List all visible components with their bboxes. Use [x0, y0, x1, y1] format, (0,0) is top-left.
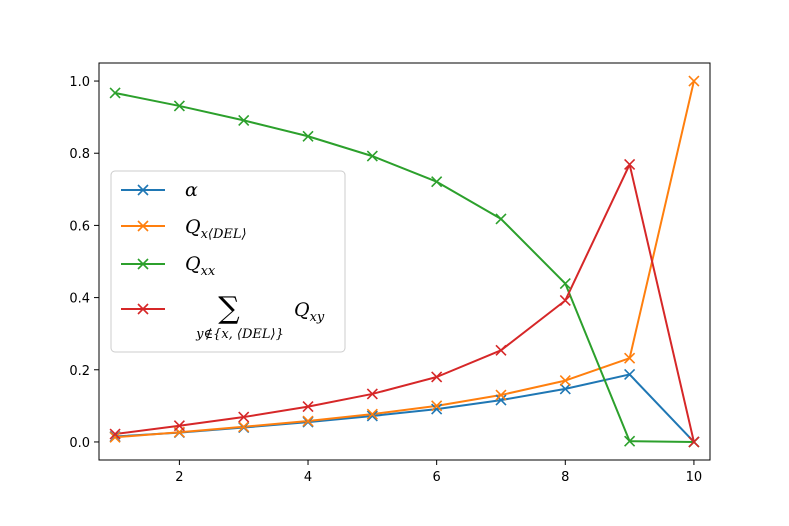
legend-entry-q-xx: Qxx — [121, 253, 216, 279]
series-line-q-xx — [114, 91, 694, 443]
y-tick-label: 0.2 — [69, 364, 90, 379]
legend-entry-q-x-del: Qx⟨DEL⟩ — [121, 216, 247, 242]
legend-entry-alpha: α — [121, 179, 198, 201]
x-tick-label: 8 — [561, 470, 569, 485]
series-line-q-x-del — [115, 80, 695, 439]
legend-label-q-xx: Qxx — [185, 253, 216, 279]
data-point-sum-q-xy-2 — [173, 420, 185, 432]
plot-area — [109, 75, 700, 448]
data-point-q-x-del-3 — [238, 421, 250, 433]
series-line-sum-q-xy — [114, 163, 695, 443]
data-point-q-x-del-9 — [624, 352, 636, 364]
data-point-q-xx-1 — [109, 87, 121, 99]
data-point-q-x-del-5 — [366, 408, 378, 420]
x-tick-label: 2 — [175, 470, 183, 485]
data-point-q-xx-2 — [173, 100, 185, 112]
x-tick-label: 4 — [304, 470, 312, 485]
data-point-sum-q-xy-5 — [366, 388, 378, 400]
x-axis: 2 4 6 8 10 — [175, 460, 702, 485]
x-tick-label: 10 — [686, 470, 703, 485]
data-point-q-xx-9 — [624, 435, 636, 447]
data-point-alpha-7 — [495, 394, 507, 406]
data-point-q-xx-4 — [302, 130, 314, 142]
legend-marker-q-xx — [137, 258, 149, 270]
y-tick-label: 0.8 — [69, 147, 90, 162]
data-point-alpha-8 — [559, 383, 571, 395]
data-point-sum-q-xy-3 — [238, 411, 250, 423]
data-point-sum-q-xy-4 — [302, 401, 314, 413]
data-point-sum-q-xy-8 — [559, 294, 571, 307]
data-point-q-x-del-7 — [495, 389, 507, 401]
legend-box — [110, 170, 346, 353]
data-point-q-xx-3 — [238, 114, 250, 126]
data-point-q-x-del-6 — [431, 400, 443, 412]
data-point-q-x-del-1 — [109, 431, 121, 443]
data-point-alpha-5 — [366, 410, 378, 422]
legend-label-q-x-del: Qx⟨DEL⟩ — [185, 216, 247, 242]
y-tick-label: 0.6 — [69, 219, 90, 234]
legend-label-sum-q-xy: Qxy — [294, 299, 325, 325]
data-point-q-xx-8 — [559, 277, 571, 290]
data-point-sum-q-xy-1 — [109, 428, 121, 440]
legend-marker-sum-q-xy — [137, 303, 149, 315]
legend: α Qx⟨DEL⟩ Qxx ∑ y∉{x, ⟨DEL⟩} Qxy — [110, 170, 346, 353]
data-point-sum-q-xy-7 — [495, 344, 507, 356]
data-point-q-xx-7 — [495, 213, 507, 225]
y-tick-label: 0.4 — [69, 292, 90, 307]
y-axis: 0.0 0.2 0.4 0.6 0.8 1.0 — [69, 75, 99, 451]
y-tick-label: 1.0 — [69, 75, 90, 90]
data-point-sum-q-xy-9 — [624, 158, 636, 170]
legend-marker-alpha — [137, 184, 149, 196]
data-point-alpha-6 — [431, 403, 443, 415]
x-tick-label: 6 — [433, 470, 441, 485]
legend-entry-sum-q-xy: ∑ y∉{x, ⟨DEL⟩} Qxy — [121, 291, 325, 342]
legend-marker-q-x-del — [137, 220, 149, 232]
data-point-alpha-9 — [624, 368, 636, 381]
legend-sum-subscript: y∉{x, ⟨DEL⟩} — [195, 327, 284, 342]
data-point-q-x-del-10 — [688, 75, 700, 87]
legend-sum-symbol: ∑ — [218, 291, 240, 326]
data-point-q-xx-6 — [431, 176, 443, 188]
y-tick-label: 0.0 — [69, 436, 90, 451]
legend-label-alpha: α — [185, 179, 198, 201]
data-point-sum-q-xy-10 — [688, 436, 700, 448]
data-point-sum-q-xy-6 — [431, 371, 443, 383]
data-point-q-x-del-4 — [302, 415, 314, 427]
axes-frame — [98, 62, 711, 461]
data-point-q-xx-5 — [366, 150, 378, 162]
data-point-q-x-del-8 — [559, 375, 571, 387]
